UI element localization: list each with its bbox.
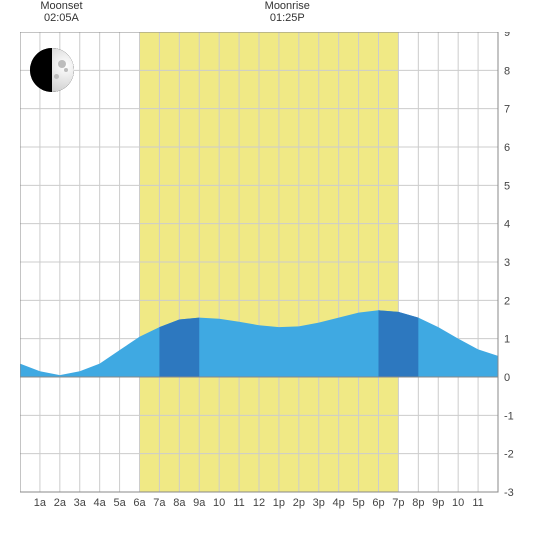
- x-tick-label: 9p: [432, 497, 444, 509]
- x-tick-label: 2p: [293, 497, 305, 509]
- x-tick-label: 11: [233, 497, 244, 509]
- tide-chart-wrap: Moonset 02:05A Moonrise 01:25P 1a 2a 3a 4a 5…: [0, 0, 550, 550]
- x-tick-label: 5a: [113, 497, 126, 509]
- x-tick-label: 12: [253, 497, 265, 509]
- x-tick-label: 8a: [173, 497, 186, 509]
- y-tick-label: 4: [504, 219, 510, 231]
- moonset-time: 02:05A: [21, 12, 101, 24]
- header-labels: Moonset 02:05A Moonrise 01:25P: [0, 0, 550, 28]
- y-tick-label: 0: [504, 372, 510, 384]
- y-tick-label: -2: [504, 449, 514, 461]
- y-tick-label: 3: [504, 257, 510, 269]
- x-tick-label: 7a: [153, 497, 166, 509]
- x-tick-label: 3p: [313, 497, 325, 509]
- y-tick-label: 9: [504, 32, 510, 39]
- x-tick-label: 3a: [74, 497, 87, 509]
- x-tick-label: 6a: [133, 497, 146, 509]
- y-tick-label: 7: [504, 104, 510, 116]
- chart-svg: 1a2a3a4a5a6a7a8a9a1011121p2p3p4p5p6p7p8p…: [20, 32, 520, 510]
- moonset-header: Moonset 02:05A: [21, 0, 101, 24]
- x-tick-label: 10: [452, 497, 464, 509]
- x-tick-label: 5p: [352, 497, 364, 509]
- x-tick-label: 2a: [54, 497, 67, 509]
- x-tick-label: 10: [213, 497, 225, 509]
- y-tick-label: -1: [504, 410, 514, 422]
- y-tick-label: 8: [504, 65, 510, 77]
- y-tick-label: 2: [504, 295, 510, 307]
- x-tick-label: 9a: [193, 497, 206, 509]
- x-tick-label: 1a: [34, 497, 47, 509]
- moonset-title: Moonset: [21, 0, 101, 12]
- x-tick-label: 6p: [372, 497, 384, 509]
- x-tick-label: 4a: [94, 497, 107, 509]
- x-tick-label: 8p: [412, 497, 424, 509]
- moon-lit-half: [52, 48, 74, 92]
- y-tick-label: 6: [504, 142, 510, 154]
- x-tick-label: 11: [472, 497, 483, 509]
- tide-chart: 1a2a3a4a5a6a7a8a9a1011121p2p3p4p5p6p7p8p…: [20, 32, 520, 510]
- x-tick-label: 4p: [333, 497, 345, 509]
- y-tick-label: 1: [504, 334, 510, 346]
- moonrise-title: Moonrise: [247, 0, 327, 12]
- x-tick-label: 7p: [392, 497, 404, 509]
- y-tick-label: 5: [504, 180, 510, 192]
- moonrise-header: Moonrise 01:25P: [247, 0, 327, 24]
- x-tick-label: 1p: [273, 497, 285, 509]
- y-tick-label: -3: [504, 487, 514, 499]
- moonrise-time: 01:25P: [247, 12, 327, 24]
- moon-phase-icon: [30, 48, 74, 92]
